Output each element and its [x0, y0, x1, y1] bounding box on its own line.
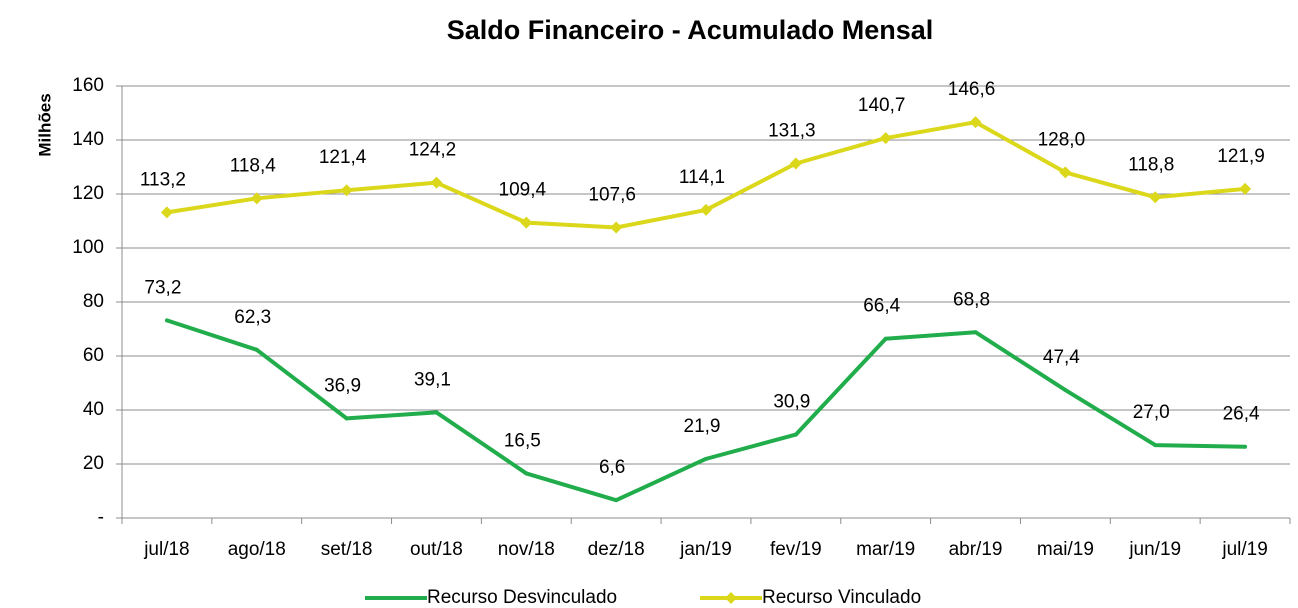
- point: [704, 456, 708, 461]
- point: [614, 498, 619, 503]
- point: [164, 318, 169, 323]
- data-label: 107,6: [588, 184, 636, 205]
- data-label: 118,8: [1128, 154, 1174, 175]
- x-tick-label: nov/18: [498, 539, 555, 560]
- data-label: 146,6: [948, 79, 996, 100]
- data-label: 128,0: [1038, 129, 1086, 150]
- point-marker: [969, 116, 982, 129]
- data-label: 140,7: [858, 95, 906, 116]
- data-label: 26,4: [1223, 404, 1260, 425]
- point-marker: [1149, 191, 1162, 204]
- point-marker: [520, 216, 533, 229]
- point: [1153, 443, 1158, 448]
- data-label: 27,0: [1133, 402, 1170, 423]
- x-tick-label: dez/18: [588, 539, 645, 560]
- y-tick-label: 120: [72, 183, 104, 204]
- point-marker: [250, 192, 263, 205]
- x-tick-label: out/18: [410, 539, 463, 560]
- point-marker: [610, 221, 623, 234]
- y-tick-label: 100: [72, 237, 104, 258]
- data-label: 6,6: [599, 457, 625, 478]
- x-tick-label: abr/19: [949, 539, 1003, 560]
- point: [973, 330, 978, 335]
- legend-label: Recurso Vinculado: [762, 587, 921, 608]
- point-marker: [430, 176, 443, 189]
- data-label: 39,1: [414, 369, 451, 390]
- point: [793, 432, 798, 437]
- point: [254, 347, 259, 352]
- x-tick-label: set/18: [321, 539, 373, 560]
- x-tick-label: ago/18: [228, 539, 286, 560]
- data-label: 66,4: [863, 296, 900, 317]
- data-label: 30,9: [773, 392, 810, 413]
- point: [1243, 444, 1248, 449]
- point: [434, 410, 439, 415]
- y-tick-label: 160: [72, 75, 104, 96]
- legend-label: Recurso Desvinculado: [427, 587, 617, 608]
- data-label: 109,4: [499, 180, 547, 201]
- x-tick-label: jul/18: [143, 539, 189, 560]
- point: [883, 336, 888, 341]
- data-label: 73,2: [144, 277, 181, 298]
- data-label: 131,3: [768, 121, 816, 142]
- point-marker: [1239, 182, 1252, 195]
- x-tick-label: mai/19: [1037, 539, 1094, 560]
- y-axis-label: Milhões: [35, 93, 54, 156]
- chart-title: Saldo Financeiro - Acumulado Mensal: [447, 15, 934, 45]
- data-label: 62,3: [234, 307, 271, 328]
- point: [524, 471, 529, 476]
- y-tick-label: 40: [83, 399, 104, 420]
- data-label: 118,4: [230, 155, 277, 176]
- data-label: 68,8: [953, 289, 990, 310]
- data-label: 16,5: [504, 430, 541, 451]
- point-marker: [160, 206, 173, 219]
- point: [344, 416, 349, 421]
- data-label: 121,4: [319, 147, 367, 168]
- data-label: 124,2: [409, 140, 457, 161]
- data-label: 21,9: [684, 416, 721, 437]
- x-tick-label: mar/19: [856, 539, 915, 560]
- legend-marker: [725, 592, 737, 604]
- y-tick-label: -: [98, 507, 104, 528]
- data-label: 36,9: [324, 375, 361, 396]
- y-tick-label: 80: [83, 291, 104, 312]
- data-label: 47,4: [1043, 347, 1080, 368]
- data-label: 113,2: [140, 169, 186, 190]
- y-tick-label: 20: [83, 453, 104, 474]
- y-tick-label: 140: [72, 129, 104, 150]
- x-tick-label: jun/19: [1128, 539, 1181, 560]
- point-marker: [789, 157, 802, 170]
- y-tick-label: 60: [83, 345, 104, 366]
- point-marker: [340, 184, 353, 197]
- point-marker: [879, 132, 892, 145]
- point: [1063, 388, 1068, 393]
- point-marker: [700, 203, 712, 216]
- data-label: 114,1: [679, 167, 725, 188]
- data-label: 121,9: [1217, 146, 1265, 167]
- point-marker: [1059, 166, 1072, 179]
- x-tick-label: jan/19: [679, 539, 732, 560]
- x-tick-label: fev/19: [770, 539, 822, 560]
- x-tick-label: jul/19: [1221, 539, 1267, 560]
